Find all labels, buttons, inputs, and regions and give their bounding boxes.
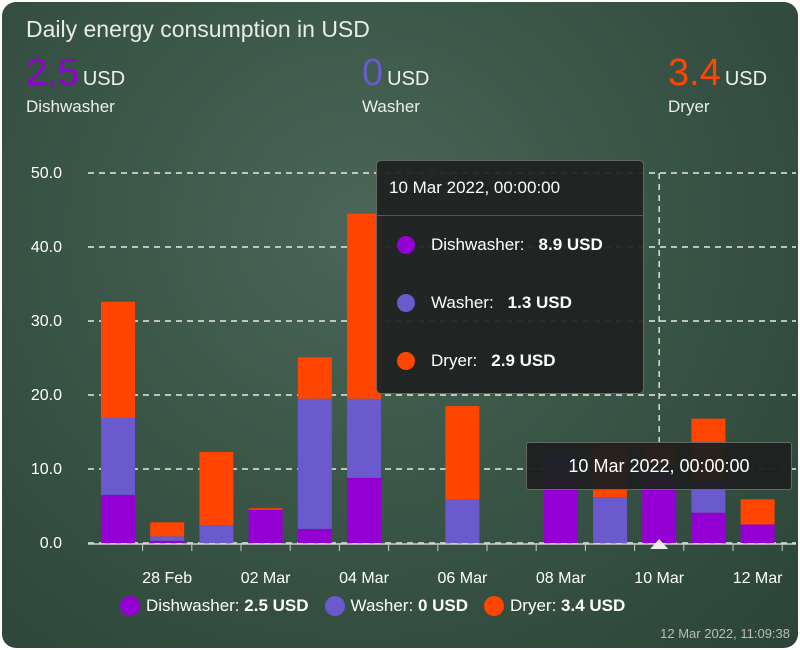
axis-pointer-marker xyxy=(650,539,669,549)
tooltip-label: Dryer: xyxy=(431,351,478,370)
y-tick-label: 40.0 xyxy=(31,239,62,256)
stat-unit: USD xyxy=(724,68,768,90)
last-updated: 12 Mar 2022, 11:09:38 xyxy=(660,626,790,641)
stat-dryer[interactable]: 3.4 USD Dryer xyxy=(668,52,767,117)
bar-dishwasher xyxy=(691,512,726,543)
y-tick-label: 30.0 xyxy=(31,313,62,330)
bar-washer xyxy=(445,499,480,543)
legend-item-washer[interactable]: Washer: 0 USD xyxy=(324,596,469,616)
legend-label: Washer: xyxy=(350,596,414,615)
bar-dryer xyxy=(445,406,480,500)
tooltip-value: 1.3 USD xyxy=(507,293,572,312)
card-title: Daily energy consumption in USD xyxy=(26,16,370,42)
x-tick-label: 10 Mar xyxy=(634,570,684,587)
bar-washer xyxy=(101,417,135,495)
legend-label: Dryer: xyxy=(510,596,557,615)
x-tick-label: 28 Feb xyxy=(142,570,192,587)
bar-dryer xyxy=(199,451,234,526)
bar-washer xyxy=(150,536,185,541)
y-tick-label: 0.0 xyxy=(40,535,62,552)
x-tick-label: 04 Mar xyxy=(339,570,389,587)
tooltip-header: 10 Mar 2022, 00:00:00 xyxy=(377,161,643,216)
bar-dryer xyxy=(101,301,135,418)
stat-name: Washer xyxy=(362,97,420,116)
legend-item-dryer[interactable]: Dryer: 3.4 USD xyxy=(484,596,625,616)
legend-item-dishwasher[interactable]: Dishwasher: 2.5 USD xyxy=(120,596,309,616)
bar-dishwasher xyxy=(740,524,775,543)
legend-value: 3.4 USD xyxy=(561,596,626,615)
dot-icon xyxy=(120,596,140,616)
chart-tooltip: 10 Mar 2022, 00:00:00 Dishwasher: 8.9 USD… xyxy=(376,160,644,394)
tooltip-value: 8.9 USD xyxy=(538,235,603,254)
bar-washer xyxy=(347,398,381,478)
bar-dryer xyxy=(248,508,283,510)
dot-icon xyxy=(397,236,415,254)
stat-name: Dishwasher xyxy=(26,97,115,116)
y-tick-label: 20.0 xyxy=(31,387,62,404)
stat-unit: USD xyxy=(82,68,126,90)
axis-tooltip: 10 Mar 2022, 00:00:00 xyxy=(526,442,792,490)
chart-legend: Dishwasher: 2.5 USD Washer: 0 USD Dryer:… xyxy=(120,596,625,616)
bar-dryer xyxy=(740,499,775,525)
legend-label: Dishwasher: xyxy=(146,596,240,615)
stat-name: Dryer xyxy=(668,97,710,116)
dot-icon xyxy=(397,294,415,312)
bar-dishwasher xyxy=(347,477,381,543)
y-tick-label: 50.0 xyxy=(31,165,62,182)
x-tick-label: 02 Mar xyxy=(241,570,291,587)
stat-value: 3.4 xyxy=(668,52,721,94)
dot-icon xyxy=(397,352,415,370)
bar-washer xyxy=(199,525,234,543)
tooltip-label: Dishwasher: xyxy=(431,235,525,254)
dot-icon xyxy=(484,596,505,616)
bar-dishwasher xyxy=(101,494,135,543)
tooltip-row-washer: Washer: 1.3 USD xyxy=(377,274,643,332)
legend-value: 0 USD xyxy=(417,596,469,615)
x-tick-label: 06 Mar xyxy=(438,570,488,587)
stat-dishwasher[interactable]: 2.5 USD Dishwasher xyxy=(26,52,125,117)
bar-washer xyxy=(297,398,332,529)
bar-dishwasher xyxy=(150,540,185,543)
bar-dryer xyxy=(347,213,381,399)
tooltip-value: 2.9 USD xyxy=(491,351,556,370)
dot-icon xyxy=(324,596,345,616)
bar-dryer xyxy=(297,357,332,399)
x-tick-label: 12 Mar xyxy=(733,570,783,587)
stat-value: 2.5 xyxy=(26,52,79,94)
stat-washer[interactable]: 0 USD Washer xyxy=(362,52,429,117)
legend-value: 2.5 USD xyxy=(244,596,309,615)
bar-dryer xyxy=(150,522,185,537)
y-tick-label: 10.0 xyxy=(31,461,62,478)
tooltip-row-dryer: Dryer: 2.9 USD xyxy=(377,332,643,390)
x-tick-label: 08 Mar xyxy=(536,570,586,587)
bar-washer xyxy=(593,497,627,543)
stat-value: 0 xyxy=(362,52,384,94)
bar-dishwasher xyxy=(248,509,283,543)
tooltip-row-dishwasher: Dishwasher: 8.9 USD xyxy=(377,216,643,274)
tooltip-label: Washer: xyxy=(431,293,494,312)
stat-unit: USD xyxy=(387,68,430,90)
bar-dishwasher xyxy=(297,528,332,543)
